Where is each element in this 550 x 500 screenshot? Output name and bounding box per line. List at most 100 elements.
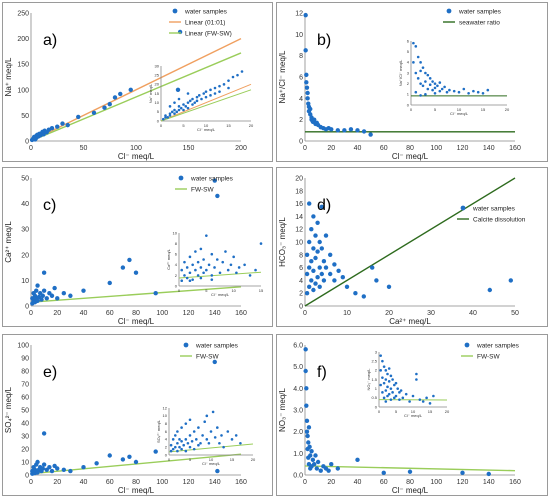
y-tick-label: 8 <box>299 53 303 60</box>
inset-data-point <box>386 372 389 376</box>
legend-label: Calcite dissolution <box>473 217 526 224</box>
data-point <box>153 291 158 296</box>
inset-y-tick-label: 30 <box>155 63 160 68</box>
y-tick-label: 90 <box>21 355 29 362</box>
legend-label: FW-SW <box>196 354 219 361</box>
inset-data-point <box>169 449 173 453</box>
inset-series-line <box>160 89 252 122</box>
data-point <box>309 227 314 232</box>
panel-e: 0 20 40 60 80 100 120 140 160 0 10 20 30 40 50 60 70 80 90… <box>2 334 273 496</box>
y-tick-label: 50 <box>21 113 29 120</box>
x-tick-label: 20 <box>53 479 61 486</box>
x-tick-label: 120 <box>183 479 195 486</box>
data-point <box>107 101 112 107</box>
inset-data-point <box>386 385 389 389</box>
data-point <box>304 403 309 408</box>
data-point <box>49 126 55 131</box>
inset-data-point <box>398 398 401 401</box>
legend-marker <box>464 342 470 348</box>
inset-y-tick-label: 2.5 <box>371 359 377 364</box>
inset-data-point <box>389 374 393 378</box>
data-point <box>303 48 308 53</box>
panel-letter: b) <box>317 32 331 49</box>
x-axis-title: Ca²⁺ meq/L <box>389 317 431 326</box>
data-point <box>41 270 47 275</box>
data-point <box>508 278 513 283</box>
inset-data-point <box>191 103 194 106</box>
inset-data-point <box>384 389 388 392</box>
inset-data-point <box>445 90 449 94</box>
data-point <box>308 106 313 112</box>
data-point <box>304 80 309 85</box>
inset-x-tick-label: 20 <box>249 123 254 128</box>
inset-x-axis-title: Cl⁻ meq/L <box>404 413 423 418</box>
inset-y-tick-label: 3 <box>407 70 410 75</box>
x-axis-title: Cl⁻ meq/L <box>118 317 155 326</box>
inset-data-point <box>194 268 197 272</box>
inset-y-tick-label: 1 <box>375 386 378 391</box>
inset-data-point <box>433 91 437 95</box>
inset-x-tick-label: 10 <box>457 107 462 112</box>
panel-letter: c) <box>43 197 56 214</box>
inset-y-tick-label: 2 <box>407 81 410 86</box>
inset-data-point <box>414 45 418 48</box>
y-tick-label: 4 <box>299 278 303 285</box>
inset-x-tick-label: 0 <box>168 457 171 462</box>
inset-x-tick-label: 15 <box>230 457 235 462</box>
data-point <box>328 271 333 277</box>
inset-data-point <box>178 445 181 449</box>
data-point <box>306 425 312 430</box>
inset-data-point <box>476 90 480 94</box>
x-tick-label: 0 <box>303 310 307 317</box>
legend-label: water samples <box>472 206 516 213</box>
data-point <box>335 466 341 471</box>
inset-chart: 0 5 10 15 20 0 1 2 3 4 5 6 Cl⁻ meq/L Na⁺/Cl⁻ meq/L <box>398 38 510 116</box>
inset-data-point <box>213 266 216 269</box>
inset-y-axis-title: Na⁺/Cl⁻ meq/L <box>398 59 403 86</box>
x-tick-label: 100 <box>156 310 168 317</box>
inset-data-point <box>222 445 225 449</box>
inset-y-tick-label: 15 <box>155 91 160 96</box>
x-tick-label: 60 <box>106 479 114 486</box>
y-tick-label: 2 <box>299 291 303 298</box>
inset-data-point <box>226 268 230 272</box>
inset-data-point <box>421 66 425 69</box>
inset-y-tick-label: 5 <box>407 49 410 54</box>
inset-x-tick-label: 10 <box>209 457 214 462</box>
inset-data-point <box>180 439 183 443</box>
inset-y-tick-label: 12 <box>163 405 168 410</box>
x-tick-label: 50 <box>511 310 519 317</box>
x-tick-label: 150 <box>183 145 195 152</box>
inset-data-point <box>387 367 391 370</box>
inset-data-point <box>428 402 432 405</box>
panel-b: 0 20 40 60 80 100 120 140 160 0 2 4 6 8 10 12 Cl⁻ meq/L N… <box>276 2 548 162</box>
data-point <box>133 459 139 465</box>
inset-data-point <box>195 438 198 441</box>
data-point <box>370 265 375 270</box>
data-point <box>332 262 337 267</box>
x-tick-label: 100 <box>156 479 168 486</box>
inset-data-point <box>393 383 396 387</box>
inset-data-point <box>222 83 226 86</box>
inset-data-point <box>227 86 230 90</box>
data-point <box>315 459 321 465</box>
inset-data-point <box>192 447 196 451</box>
inset-y-tick-label: 0.5 <box>371 395 377 400</box>
data-point <box>39 297 44 302</box>
inset-data-point <box>404 392 408 396</box>
inset-data-point <box>218 84 221 88</box>
inset-data-point <box>209 88 212 92</box>
inset-data-point <box>381 359 384 363</box>
inset-data-point <box>199 276 203 280</box>
data-point <box>355 128 360 133</box>
legend-label: water samples <box>190 176 234 183</box>
y-tick-label: 50 <box>21 407 29 414</box>
inset-data-point <box>396 387 399 390</box>
inset-data-point <box>193 101 197 104</box>
y-tick-label: 0 <box>25 472 29 479</box>
y-tick-label: 100 <box>17 87 29 94</box>
inset-chart: 0 5 10 15 20 0 5 10 15 20 25 30 Cl⁻ meq/L Na⁺ meq/L <box>148 63 254 132</box>
x-axis-title: Cl⁻ meq/L <box>118 486 155 495</box>
data-point <box>309 278 314 283</box>
data-point <box>314 466 320 471</box>
